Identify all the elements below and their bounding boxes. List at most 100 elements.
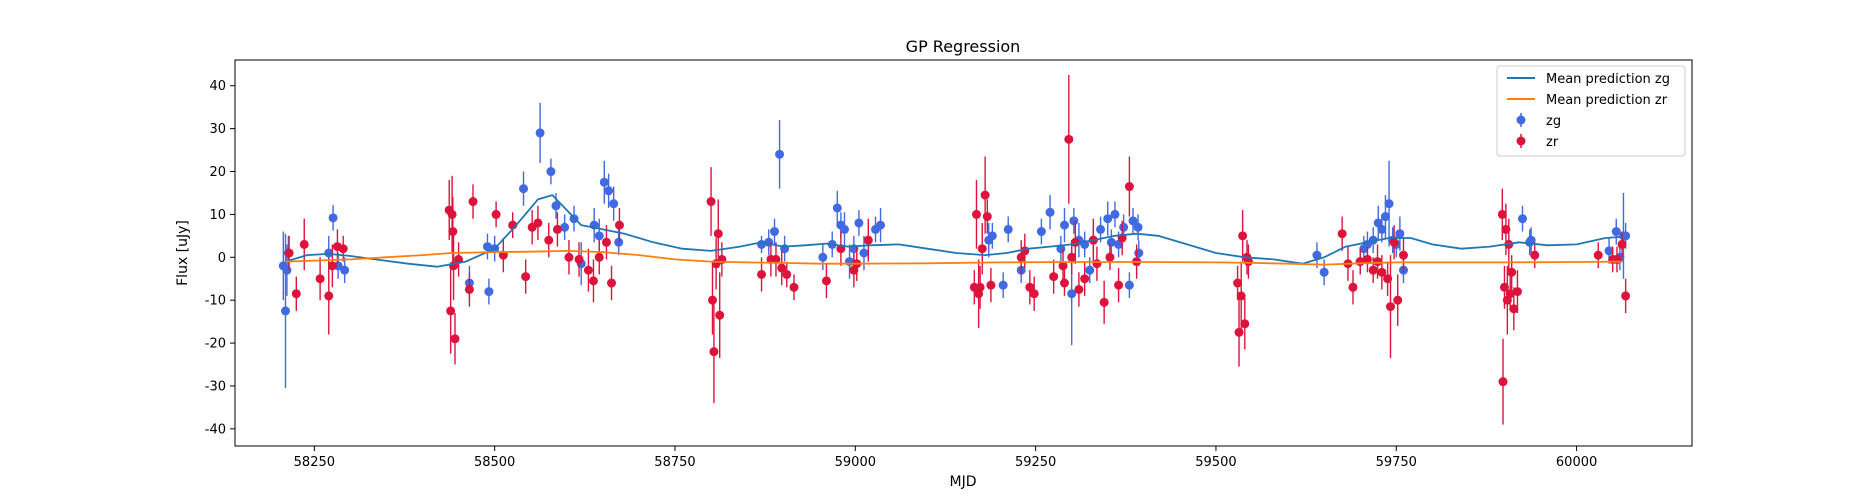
data-point-zr <box>614 220 624 230</box>
data-point-zr <box>446 306 456 316</box>
data-point-zg <box>1312 250 1322 260</box>
data-point-zr <box>552 224 562 234</box>
data-point-zr <box>315 274 325 284</box>
y-tick-label: 40 <box>209 79 226 94</box>
data-point-zr <box>789 282 799 292</box>
y-tick-label: 0 <box>218 251 226 266</box>
data-point-zr <box>1105 252 1115 262</box>
data-point-zr <box>601 237 611 247</box>
data-point-zr <box>1064 134 1074 144</box>
legend-label-zg-line: Mean prediction zg <box>1546 72 1670 87</box>
data-point-zr <box>1049 272 1059 282</box>
x-tick-label: 59250 <box>1015 455 1056 470</box>
data-point-zg <box>1067 289 1077 299</box>
data-point-zr <box>1505 289 1515 299</box>
data-point-zg <box>324 248 334 258</box>
data-point-zr <box>1240 319 1250 329</box>
data-point-zr <box>715 310 725 320</box>
data-point-zg <box>1319 267 1329 277</box>
data-point-zr <box>1236 291 1246 301</box>
data-point-zr <box>1389 237 1399 247</box>
data-point-zg <box>998 280 1008 290</box>
data-point-zg <box>1377 224 1387 234</box>
data-point-zr <box>863 235 873 245</box>
data-point-zg <box>1069 216 1079 226</box>
data-point-zg <box>1128 216 1138 226</box>
x-axis-label: MJD <box>950 474 977 490</box>
data-point-zr <box>324 291 334 301</box>
data-point-zr <box>1617 239 1627 249</box>
data-point-zg <box>770 227 780 237</box>
data-point-zr <box>1029 289 1039 299</box>
y-axis-label: Flux [uJy] <box>175 220 191 286</box>
data-point-zg <box>775 149 785 159</box>
data-point-zr <box>709 347 719 357</box>
data-point-zr <box>706 197 716 207</box>
data-point-zr <box>450 334 460 344</box>
data-point-zg <box>1036 227 1046 237</box>
axes-frame <box>234 59 1693 447</box>
data-point-zr <box>757 269 767 279</box>
data-point-zg <box>1124 280 1134 290</box>
data-point-zg <box>1110 209 1120 219</box>
data-point-zr <box>1612 254 1622 264</box>
y-tick-label: -40 <box>205 422 226 437</box>
data-point-zr <box>986 280 996 290</box>
data-point-zg <box>1059 220 1069 230</box>
data-point-zr <box>1530 250 1540 260</box>
x-tick-label: 58750 <box>654 455 695 470</box>
data-point-zg <box>839 224 849 234</box>
data-point-zr <box>1114 280 1124 290</box>
data-point-zg <box>484 287 494 297</box>
y-tick-label: -30 <box>205 379 226 394</box>
data-point-zg <box>328 213 338 223</box>
data-point-zr <box>284 248 294 258</box>
data-point-zr <box>1507 267 1517 277</box>
data-point-zr <box>1368 265 1378 275</box>
data-point-zr <box>1377 267 1387 277</box>
data-point-zr <box>1059 278 1069 288</box>
data-point-zr <box>1092 259 1102 269</box>
data-point-zg <box>854 218 864 228</box>
data-point-zr <box>588 276 598 286</box>
data-point-zr <box>1234 327 1244 337</box>
data-point-zg <box>340 265 350 275</box>
data-point-zr <box>771 254 781 264</box>
y-tick-label: 20 <box>209 165 226 180</box>
legend-label-zg-points: zg <box>1546 114 1561 129</box>
data-point-zr <box>1621 291 1631 301</box>
data-point-zr <box>1238 231 1248 241</box>
x-tick-label: 59750 <box>1376 455 1417 470</box>
x-tick-label: 58250 <box>294 455 335 470</box>
data-point-zg <box>987 231 997 241</box>
data-point-zr <box>583 265 593 275</box>
data-point-zr <box>338 244 348 254</box>
data-point-zr <box>1348 282 1358 292</box>
data-point-zr <box>464 284 474 294</box>
data-point-zr <box>574 254 584 264</box>
data-point-zr <box>713 229 723 239</box>
legend-box <box>1496 65 1686 157</box>
data-point-zg <box>1003 224 1013 234</box>
data-point-zg <box>282 265 292 275</box>
data-point-zg <box>1604 246 1614 256</box>
mean-prediction-line-zg <box>285 194 1624 268</box>
data-point-zg <box>818 252 828 262</box>
data-point-zr <box>1337 229 1347 239</box>
legend-label-zr-line: Mean prediction zr <box>1546 93 1668 108</box>
data-point-zg <box>1133 222 1143 232</box>
y-tick-label: 10 <box>209 208 226 223</box>
data-point-zg <box>546 167 556 177</box>
data-point-zr <box>707 295 717 305</box>
data-point-zg <box>1384 199 1394 209</box>
data-point-zg <box>832 203 842 213</box>
data-point-zg <box>1621 231 1631 241</box>
data-point-zr <box>777 263 787 273</box>
axis-ticks: 58250 58500 58750 59000 59250 59500 59750 60000… <box>205 79 1598 470</box>
x-tick-label: 58500 <box>474 455 515 470</box>
data-point-zr <box>1509 304 1519 314</box>
data-point-zr <box>521 272 531 282</box>
data-point-zr <box>821 276 831 286</box>
data-point-zg <box>1517 214 1527 224</box>
